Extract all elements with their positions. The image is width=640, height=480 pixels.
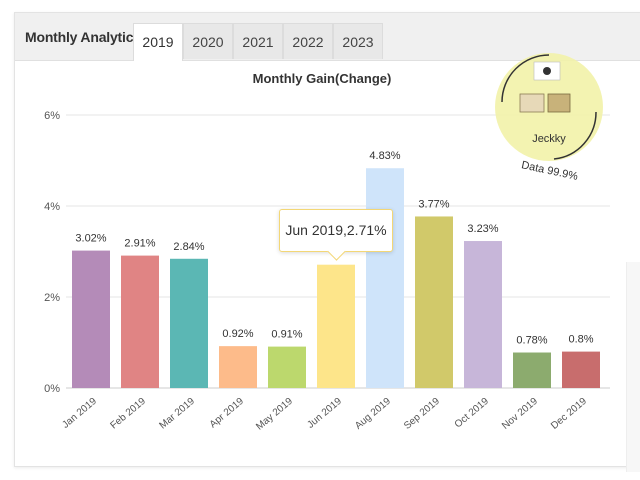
bar-value-label: 0.78% [516,335,547,347]
x-tick-label: Jan 2019 [60,396,99,431]
bar-may-2019[interactable] [268,346,306,388]
bar-value-label: 0.92% [222,328,253,340]
chart-title: Monthly Gain(Change) [253,71,392,86]
watermark-seal: Jeckky Data 99.9% [495,53,603,183]
bar-tooltip: Jun 2019,2.71% [279,209,393,261]
tab-2019[interactable]: 2019 [133,23,183,61]
x-tick-label: Feb 2019 [108,396,148,432]
bar-feb-2019[interactable] [121,255,159,388]
bar-dec-2019[interactable] [562,351,600,388]
bar-value-label: 0.91% [271,329,302,341]
bar-value-label: 3.02% [75,233,106,245]
x-tick-label: Apr 2019 [208,396,246,431]
x-tick-label: Jun 2019 [305,396,344,431]
bar-jun-2019[interactable] [317,264,355,388]
monthly-gain-chart: Monthly Gain(Change) 3.02% 2.91% 2.84% 0.92… [44,71,610,433]
x-tick-label: Dec 2019 [549,396,589,432]
bar-value-label: 0.8% [568,334,593,346]
bar-apr-2019[interactable] [219,346,257,388]
tooltip-text: Jun 2019,2.71% [285,222,387,238]
bar-sep-2019[interactable] [415,216,453,388]
bar-nov-2019[interactable] [513,352,551,388]
tab-2020[interactable]: 2020 [183,23,233,59]
watermark-tagline: Data 99.9% [520,159,579,183]
year-tabbar: Monthly Analytics 2019 2020 2021 2022 20… [15,13,640,61]
x-tick-label: Sep 2019 [402,396,442,432]
x-tick-label: May 2019 [254,396,295,433]
right-side-panel-edge [626,262,640,472]
bar-jan-2019[interactable] [72,250,110,388]
y-tick-label: 6% [44,110,60,122]
y-tick-label: 2% [44,292,60,304]
bar-mar-2019[interactable] [170,258,208,388]
bar-value-label: 2.91% [124,238,155,250]
y-tick-label: 4% [44,201,60,213]
tab-2021[interactable]: 2021 [233,23,283,59]
watermark-name: Jeckky [532,133,566,145]
panel-title: Monthly Analytics [25,29,141,45]
bar-oct-2019[interactable] [464,241,502,388]
bar-value-label: 3.77% [418,198,449,210]
bar-value-label: 4.83% [369,150,400,162]
x-tick-label: Aug 2019 [353,396,393,432]
bar-aug-2019[interactable] [366,168,404,388]
x-tick-label: Oct 2019 [453,396,491,431]
tab-2023[interactable]: 2023 [333,23,383,59]
x-tick-label: Mar 2019 [157,396,197,432]
tab-2022[interactable]: 2022 [283,23,333,59]
x-tick-label: Nov 2019 [500,396,540,432]
bar-value-label: 2.84% [173,241,204,253]
y-tick-label: 0% [44,383,60,395]
bar-value-label: 3.23% [467,223,498,235]
